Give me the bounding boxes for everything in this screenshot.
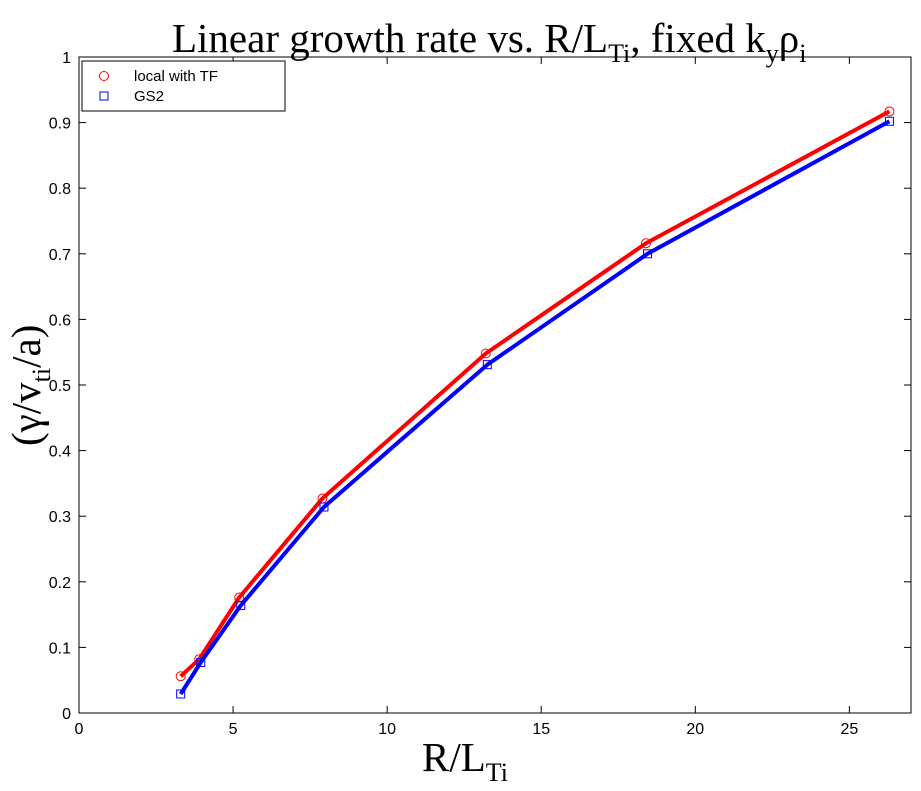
x-tick-label: 25 [840, 721, 858, 738]
data-point-marker [234, 592, 245, 603]
y-tick-label: 0 [62, 706, 71, 723]
x-tick-label: 0 [75, 721, 84, 738]
legend-marker [99, 91, 109, 101]
y-tick-label: 0.8 [49, 181, 71, 198]
legend: local with TF GS2 [81, 60, 286, 112]
y-tick-label: 0.6 [49, 312, 71, 329]
y-tick-label: 1 [62, 50, 71, 67]
x-tick-label: 20 [686, 721, 704, 738]
data-point-marker [176, 689, 186, 699]
data-point-marker [480, 348, 491, 359]
series-line-1 [179, 119, 891, 696]
data-point-marker [236, 600, 246, 610]
data-point-marker [643, 249, 653, 259]
y-tick-label: 0.3 [49, 509, 71, 526]
plot-frame [78, 56, 912, 714]
data-point-marker [884, 116, 894, 126]
series-line-0 [179, 109, 891, 678]
y-tick-label: 0.4 [49, 444, 71, 461]
axis-ticks: 0 5 10 15 20 25 0 0.1 0.2 0.3 0.4 0.5 0.6 0.7 0.8 0.9 1 [49, 50, 911, 738]
x-axis-label: R/LTi [422, 734, 508, 787]
chart-title: Linear growth rate vs. R/LTi, fixed kyρi [172, 15, 806, 68]
data-point-marker [196, 657, 206, 667]
y-tick-label: 0.9 [49, 116, 71, 133]
y-tick-label: 0.1 [49, 640, 71, 657]
x-tick-label: 5 [229, 721, 238, 738]
series-layer [175, 106, 895, 699]
x-tick-label: 15 [532, 721, 550, 738]
data-point-marker [482, 360, 492, 370]
legend-box [81, 60, 286, 112]
y-tick-label: 0.5 [49, 378, 71, 395]
legend-label: local with TF [134, 68, 218, 85]
data-point-marker [640, 238, 651, 249]
data-point-marker [884, 106, 895, 117]
y-axis-label: (γ/vti/a) [3, 325, 56, 446]
data-point-marker [319, 502, 329, 512]
legend-label: GS2 [134, 88, 164, 105]
legend-marker [99, 71, 109, 81]
x-tick-label: 10 [378, 721, 396, 738]
data-point-marker [175, 671, 186, 682]
y-tick-label: 0.2 [49, 575, 71, 592]
y-tick-label: 0.7 [49, 247, 71, 264]
